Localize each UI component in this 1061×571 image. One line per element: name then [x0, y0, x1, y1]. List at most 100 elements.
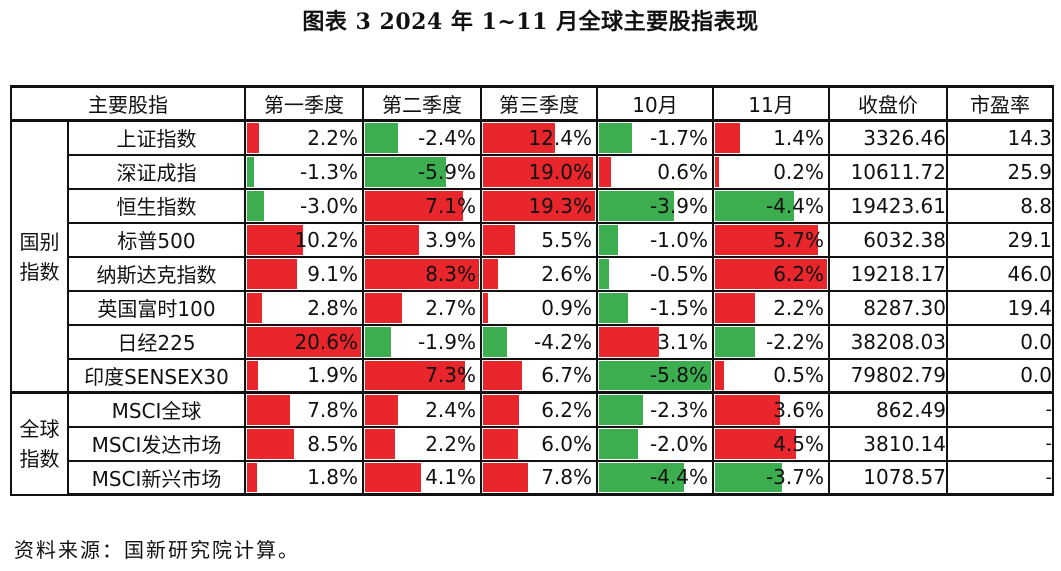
negative-bar [599, 123, 632, 153]
cell-value: 6.2% [773, 261, 824, 286]
cell-close: 19218.17 [828, 255, 948, 292]
cell-pe: 46.0 [946, 255, 1054, 292]
cell-q2: 7.1% [362, 187, 482, 224]
cell-pe: 0.0 [946, 323, 1054, 360]
positive-bar [247, 360, 258, 390]
cell-pe: - [946, 459, 1054, 496]
cell-q1: 2.8% [244, 289, 364, 326]
cell-value: 12.4% [528, 125, 592, 150]
positive-bar [483, 428, 518, 459]
cell-q3: 5.5% [480, 221, 598, 258]
index-name: MSCI发达市场 [67, 425, 246, 462]
negative-bar [247, 190, 264, 221]
cell-value: -1.7% [649, 125, 708, 150]
country-index-rows: 国别 指数 上证指数 2.2% -2.4% 12.4% -1.7% 1.4% 3326.46 14… [10, 119, 1054, 394]
source-note: 资料来源：国新研究院计算。 [14, 538, 300, 562]
cell-oct: 0.6% [596, 153, 714, 190]
table-row: 深证成指 -1.3% -5.9% 19.0% 0.6% 0.2% 10611.72 25.9 [11, 153, 1054, 190]
cell-value: -5.9% [417, 159, 476, 184]
cell-q1: 1.9% [244, 357, 364, 394]
cell-oct: -3.9% [596, 187, 714, 224]
cell-value: 7.3% [425, 363, 476, 388]
cell-value: 2.7% [425, 295, 476, 320]
cell-q3: 12.4% [480, 119, 598, 156]
cell-q1: 10.2% [244, 221, 364, 258]
header-row: 主要股指 第一季度 第二季度 第三季度 10月 11月 收盘价 市盈率 [10, 85, 1054, 122]
positive-bar [483, 395, 519, 425]
positive-bar [365, 462, 421, 492]
cell-value: 5.7% [773, 227, 824, 252]
cell-nov: -3.7% [712, 459, 830, 496]
cell-value: 19.3% [528, 193, 592, 218]
global-index-rows: 全球 指数 MSCI全球 7.8% 2.4% 6.2% -2.3% 3.6% 862.49- MS… [10, 391, 1054, 496]
cell-value: 7.8% [307, 397, 358, 422]
cell-nov: -4.4% [712, 187, 830, 224]
cell-pe: - [946, 425, 1054, 462]
cell-value: 5.5% [541, 227, 592, 252]
positive-bar [715, 156, 719, 187]
cell-value: 3.6% [773, 397, 824, 422]
index-name: MSCI新兴市场 [67, 459, 246, 496]
cell-q2: 3.9% [362, 221, 482, 258]
cell-oct: -1.5% [596, 289, 714, 326]
cell-oct: -1.7% [596, 119, 714, 156]
positive-bar [599, 156, 611, 187]
header-q1: 第一季度 [244, 85, 364, 122]
positive-bar [483, 292, 488, 323]
header-nov: 11月 [712, 85, 830, 122]
index-name: 恒生指数 [67, 187, 246, 224]
cell-q2: 8.3% [362, 255, 482, 292]
cell-q3: 2.6% [480, 255, 598, 292]
table-row: 日经225 20.6% -1.9% -4.2% 3.1% -2.2% 38208.03 0.0 [11, 323, 1054, 360]
table-row: 恒生指数 -3.0% 7.1% 19.3% -3.9% -4.4% 19423.61 8.8 [11, 187, 1054, 224]
positive-bar [247, 258, 297, 289]
cell-oct: -2.0% [596, 425, 714, 462]
group-label-line2: 指数 [19, 446, 60, 471]
header-oct: 10月 [596, 85, 714, 122]
cell-q2: -5.9% [362, 153, 482, 190]
positive-bar [247, 292, 262, 323]
cell-value: 0.9% [541, 295, 592, 320]
positive-bar [365, 428, 395, 459]
cell-value: -1.5% [649, 295, 708, 320]
cell-q3: 19.0% [480, 153, 598, 190]
cell-value: 7.8% [541, 465, 592, 490]
table-row: MSCI新兴市场 1.8% 4.1% 7.8% -4.4% -3.7% 1078.57- [11, 459, 1054, 496]
positive-bar [483, 360, 522, 390]
group-label-line1: 全球 [19, 416, 60, 441]
cell-value: 0.2% [773, 159, 824, 184]
cell-pe: 19.4 [946, 289, 1054, 326]
positive-bar [247, 462, 257, 492]
negative-bar [599, 395, 643, 425]
positive-bar [715, 224, 818, 255]
negative-bar [715, 190, 794, 221]
positive-bar [483, 156, 593, 187]
cell-value: 2.2% [773, 295, 824, 320]
index-performance-table: 主要股指 第一季度 第二季度 第三季度 10月 11月 收盘价 市盈率 国别 指数… [10, 85, 1054, 496]
positive-bar [715, 428, 796, 459]
cell-value: 4.1% [425, 465, 476, 490]
cell-value: -2.2% [765, 329, 824, 354]
cell-q1: -3.0% [244, 187, 364, 224]
cell-q3: 7.8% [480, 459, 598, 496]
cell-q1: -1.3% [244, 153, 364, 190]
group-label-line2: 指数 [19, 259, 60, 284]
cell-value: 2.4% [425, 397, 476, 422]
cell-value: 0.6% [657, 159, 708, 184]
cell-value: 1.9% [307, 363, 358, 388]
cell-value: -0.5% [649, 261, 708, 286]
header-q3: 第三季度 [480, 85, 598, 122]
cell-nov: 4.5% [712, 425, 830, 462]
cell-pe: 8.8 [946, 187, 1054, 224]
cell-q1: 2.2% [244, 119, 364, 156]
cell-q1: 7.8% [244, 391, 364, 428]
cell-value: -1.3% [299, 159, 358, 184]
negative-bar [715, 326, 755, 357]
cell-value: -3.0% [299, 193, 358, 218]
cell-nov: 3.6% [712, 391, 830, 428]
table-row: 印度SENSEX30 1.9% 7.3% 6.7% -5.8% 0.5% 79802.79 0… [11, 357, 1054, 394]
cell-nov: 0.5% [712, 357, 830, 394]
cell-q3: 0.9% [480, 289, 598, 326]
cell-q1: 8.5% [244, 425, 364, 462]
cell-value: -4.4% [765, 193, 824, 218]
